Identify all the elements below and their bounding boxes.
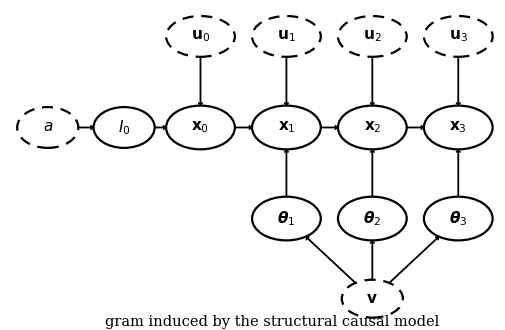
Ellipse shape xyxy=(166,106,234,149)
Text: $\boldsymbol{\theta}_1$: $\boldsymbol{\theta}_1$ xyxy=(277,209,295,228)
Text: $\boldsymbol{\theta}_2$: $\boldsymbol{\theta}_2$ xyxy=(363,209,381,228)
Text: gram induced by the structural causal model: gram induced by the structural causal mo… xyxy=(105,314,438,329)
Ellipse shape xyxy=(341,280,402,317)
Text: $\mathbf{v}$: $\mathbf{v}$ xyxy=(366,292,377,306)
Ellipse shape xyxy=(251,106,320,149)
Text: $\boldsymbol{\theta}_3$: $\boldsymbol{\theta}_3$ xyxy=(448,209,467,228)
Ellipse shape xyxy=(93,107,155,148)
Text: $a$: $a$ xyxy=(42,120,53,135)
Ellipse shape xyxy=(423,106,492,149)
Ellipse shape xyxy=(423,16,492,57)
Text: $\mathbf{u}_0$: $\mathbf{u}_0$ xyxy=(190,29,210,44)
Text: $\mathbf{x}_2$: $\mathbf{x}_2$ xyxy=(363,120,380,135)
Ellipse shape xyxy=(251,16,320,57)
Text: $\mathbf{x}_1$: $\mathbf{x}_1$ xyxy=(277,120,295,135)
Ellipse shape xyxy=(17,107,78,148)
Text: $\mathbf{u}_2$: $\mathbf{u}_2$ xyxy=(362,29,381,44)
Ellipse shape xyxy=(337,16,406,57)
Text: $\mathbf{x}_0$: $\mathbf{x}_0$ xyxy=(191,120,209,135)
Ellipse shape xyxy=(251,197,320,240)
Text: $\mathbf{u}_1$: $\mathbf{u}_1$ xyxy=(277,29,295,44)
Ellipse shape xyxy=(423,197,492,240)
Text: $I_0$: $I_0$ xyxy=(118,118,130,137)
Text: $\mathbf{x}_3$: $\mathbf{x}_3$ xyxy=(448,120,466,135)
Text: $\mathbf{u}_3$: $\mathbf{u}_3$ xyxy=(448,29,467,44)
Ellipse shape xyxy=(337,106,406,149)
Ellipse shape xyxy=(337,197,406,240)
Ellipse shape xyxy=(166,16,234,57)
